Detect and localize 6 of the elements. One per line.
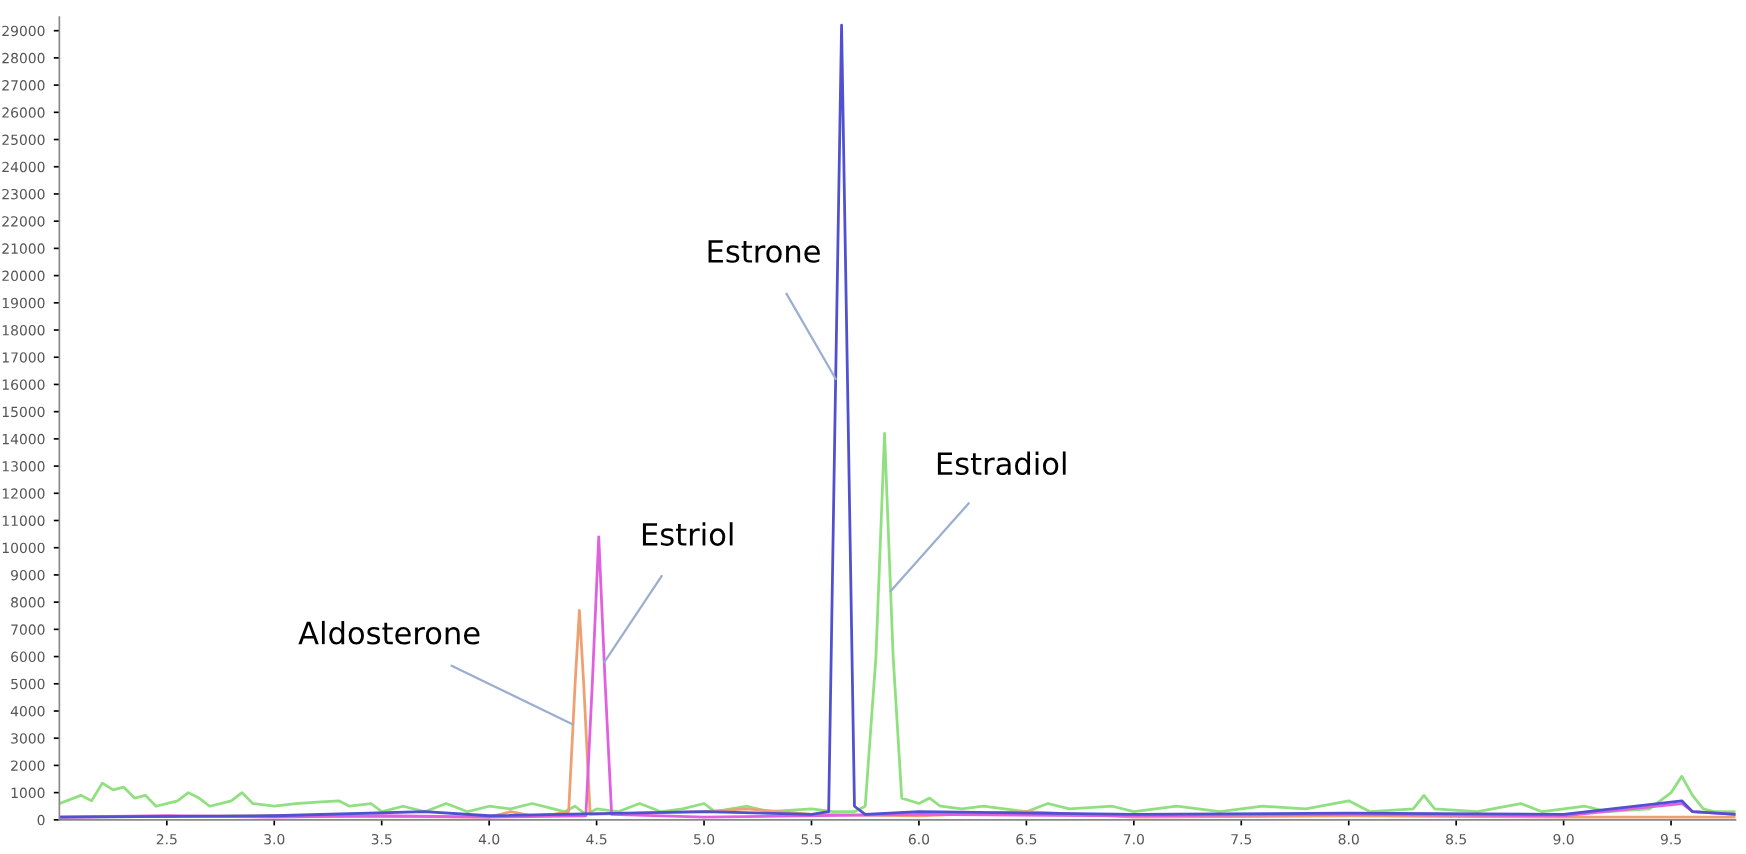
annotation: Estriol bbox=[642, 522, 733, 546]
annotation: Aldosterone bbox=[298, 620, 480, 645]
annotation: Estrone bbox=[708, 240, 820, 263]
annotation: Estradiol bbox=[937, 451, 1066, 476]
line-series bbox=[59, 23, 1736, 819]
line-series bbox=[59, 432, 1736, 816]
